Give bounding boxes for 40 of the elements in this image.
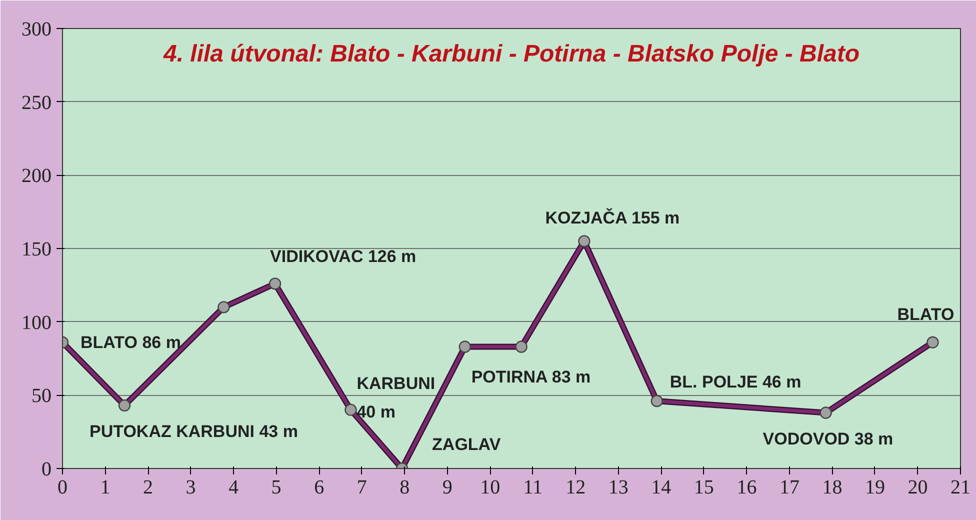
- x-tick-label: 13: [608, 476, 628, 498]
- annotation: POTIRNA 83 m: [471, 367, 591, 386]
- y-tick-label: 200: [22, 165, 52, 188]
- x-tick-label: 1: [100, 476, 110, 498]
- x-tick-label: 16: [736, 476, 757, 498]
- x-tick-label: 18: [822, 476, 842, 498]
- x-tick-label: 5: [271, 476, 282, 498]
- x-tick-label: 11: [523, 476, 543, 498]
- y-tick-label: 50: [32, 385, 52, 408]
- annotation: VODOVOD 38 m: [762, 429, 894, 448]
- annotation: BLATO: [897, 304, 954, 324]
- x-tick-label: 15: [694, 476, 714, 498]
- x-tick-label: 17: [779, 476, 800, 498]
- annotation: KOZJAČA 155 m: [545, 208, 680, 228]
- annotation: VIDIKOVAC 126 m: [270, 247, 416, 266]
- annotation: BL. POLJE 46 m: [670, 372, 802, 392]
- x-tick-label: 12: [566, 476, 586, 498]
- text: 4. lila útvonal: Blato - Karbuni - Potirna - Blatsko Polje - Blato: [162, 40, 860, 68]
- x-tick-label: 2: [143, 476, 154, 498]
- x-tick-label: 14: [651, 476, 672, 498]
- y-tick-label: 300: [22, 18, 52, 40]
- x-tick-label: 3: [186, 476, 196, 498]
- y-tick-label: 100: [22, 312, 52, 334]
- y-tick-label: 0: [42, 458, 52, 480]
- x-tick-label: 20: [908, 476, 928, 498]
- annotation: KARBUNI 40 m: [356, 374, 436, 422]
- annotation: ZAGLAV: [432, 435, 502, 454]
- x-tick-label: 10: [480, 476, 500, 498]
- y-tick-label: 250: [22, 92, 52, 114]
- annotation: PUTOKAZ KARBUNI 43 m: [90, 422, 298, 441]
- x-tick-label: 8: [400, 476, 410, 498]
- x-tick-label: 9: [442, 476, 452, 498]
- annotation: BLATO 86 m: [80, 332, 181, 352]
- x-tick-label: 0: [58, 476, 68, 498]
- x-tick-label: 4: [228, 476, 239, 498]
- x-tick-label: 21: [950, 476, 970, 498]
- x-tick-label: 7: [356, 476, 367, 498]
- x-tick-label: 6: [314, 476, 324, 498]
- y-tick-label: 150: [22, 238, 52, 260]
- x-tick-label: 19: [864, 476, 885, 498]
